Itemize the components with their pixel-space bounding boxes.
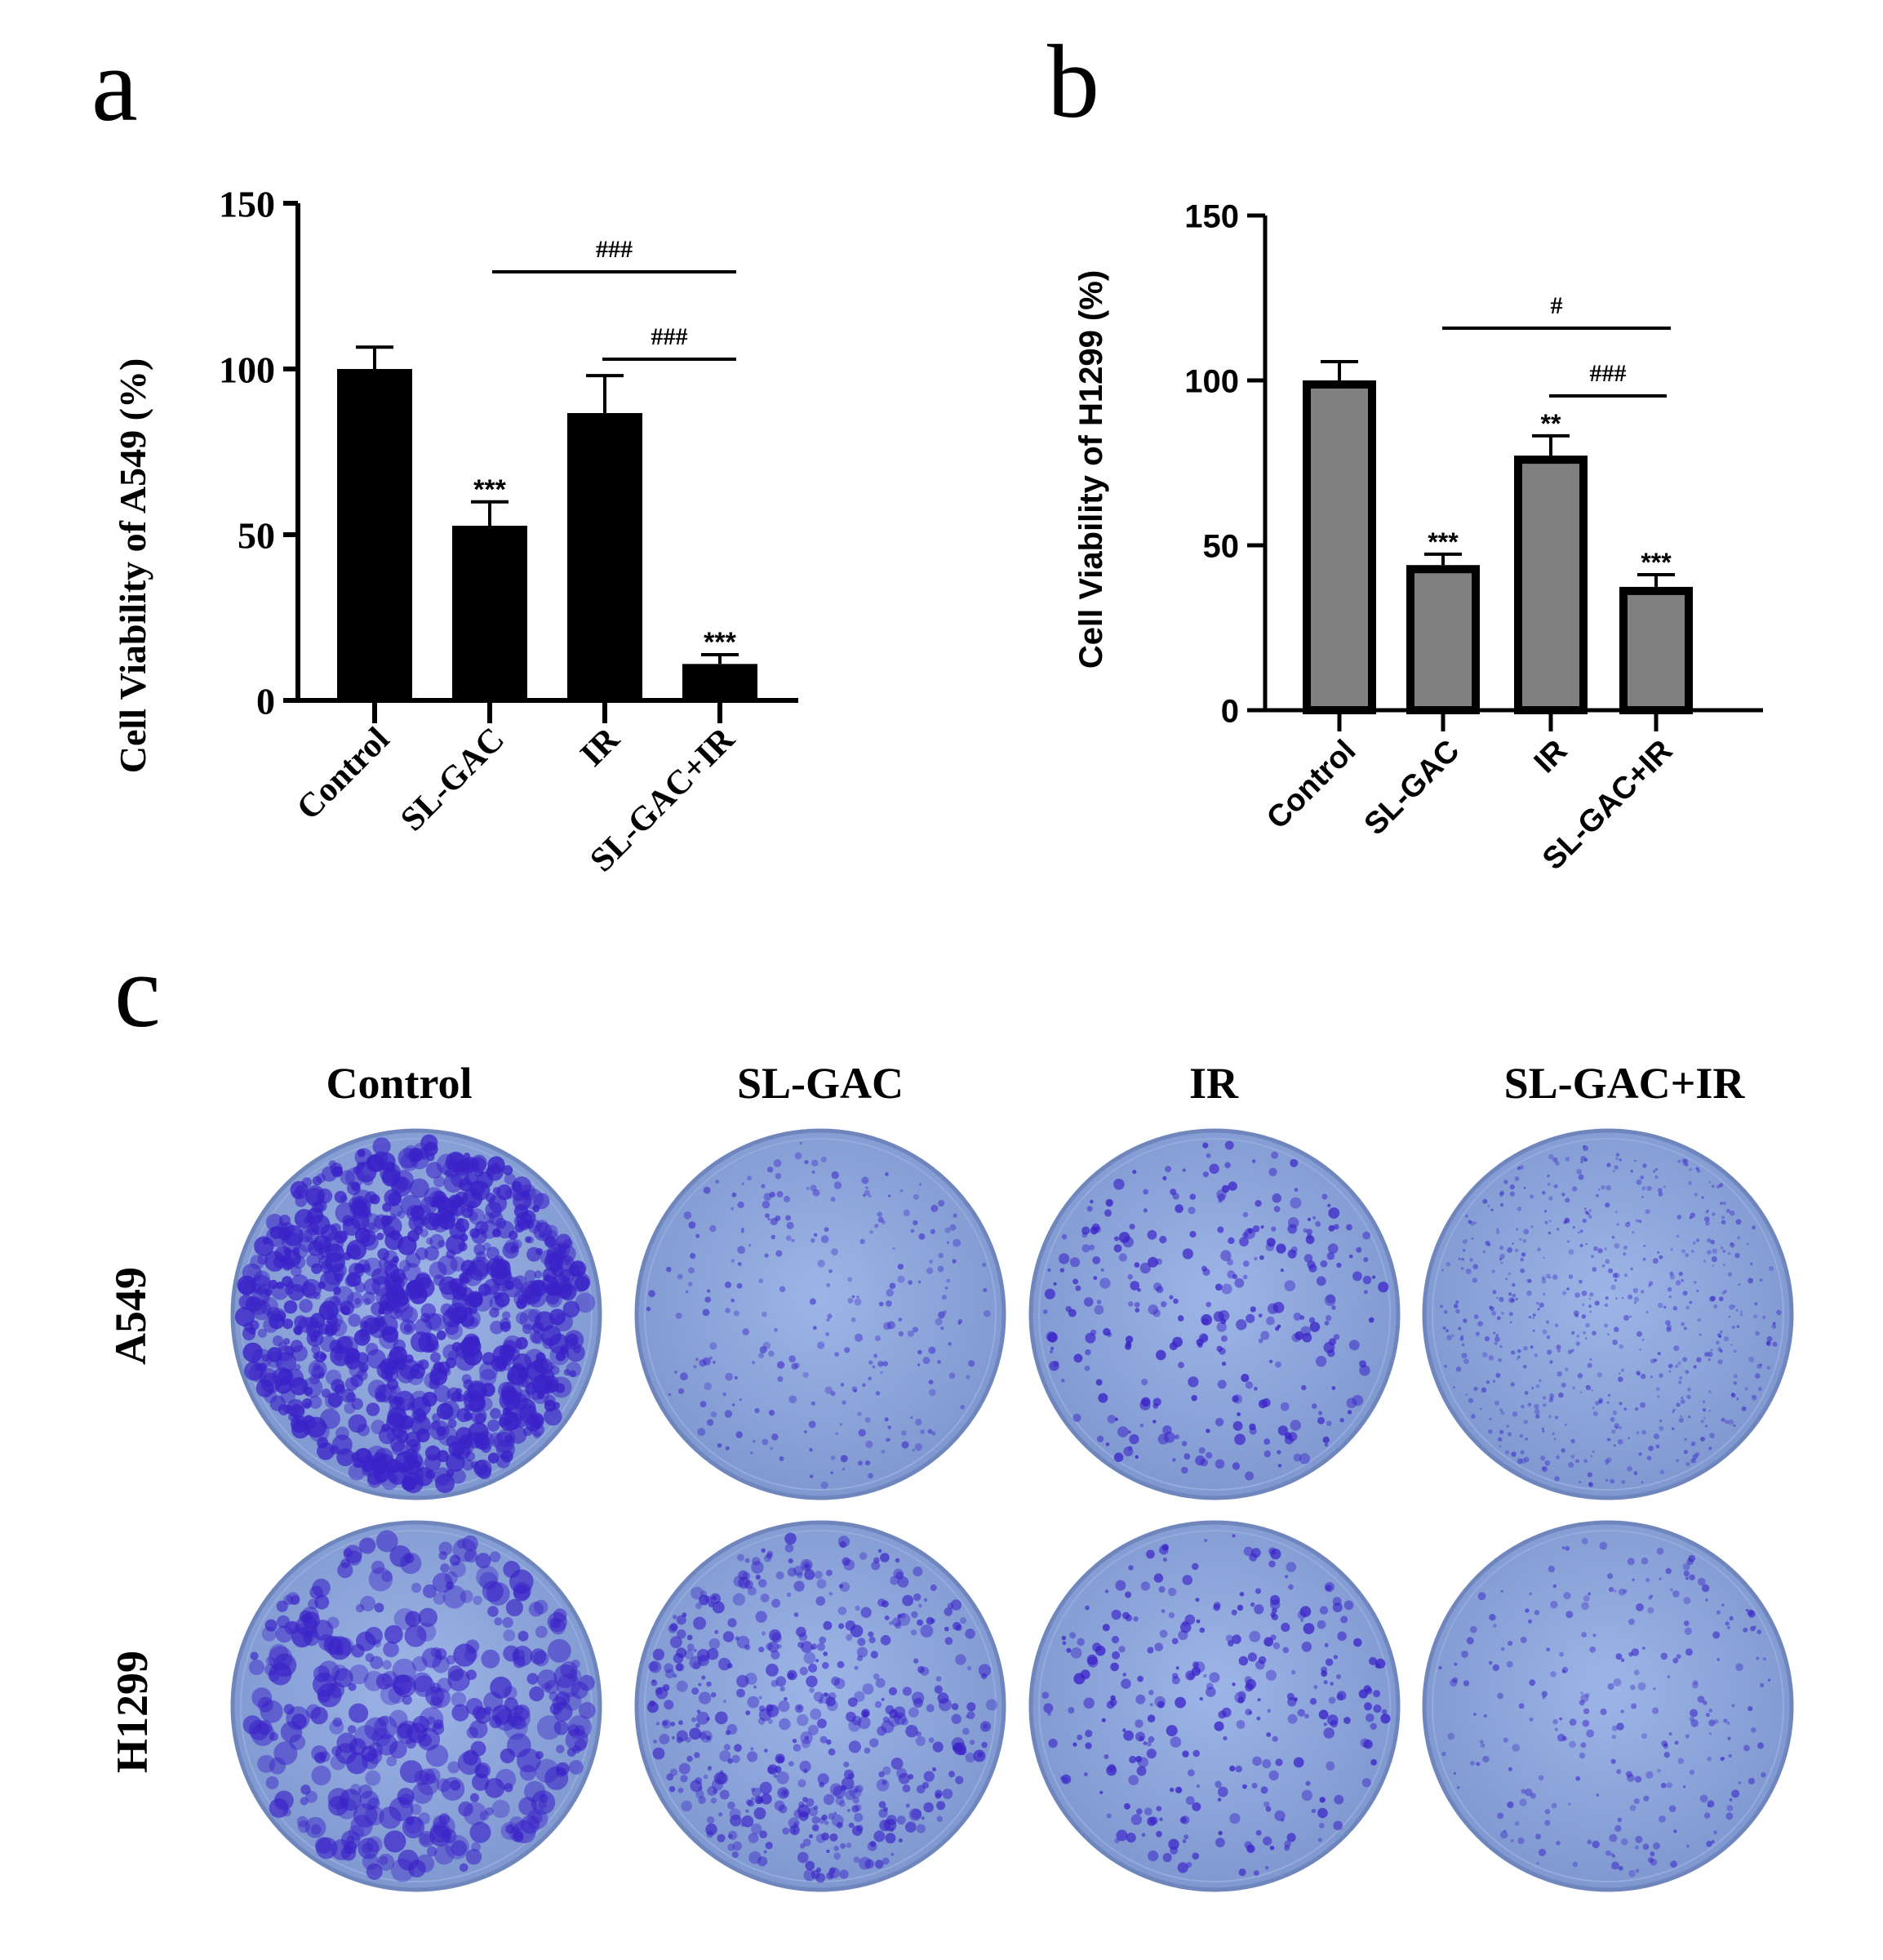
petri-dish — [1028, 1520, 1401, 1892]
bar-rect — [1619, 586, 1693, 714]
bar-control — [1303, 359, 1376, 714]
bar-rect — [1406, 565, 1480, 714]
comparison-label: # — [1551, 292, 1563, 319]
significance-stars: ** — [1541, 409, 1561, 438]
bar-rect — [1303, 380, 1376, 714]
plate-a549-sl-gac-ir — [1422, 1128, 1794, 1500]
comparison-label: ### — [651, 323, 688, 350]
x-tick-label: IR — [1528, 734, 1574, 780]
y-tick-label: 100 — [1184, 363, 1239, 399]
bar-ir — [567, 374, 642, 700]
panel-label-b: b — [1047, 24, 1099, 140]
y-tick-label: 100 — [219, 349, 275, 391]
dish-inner-rim — [1432, 1138, 1784, 1491]
dish-inner-rim — [1038, 1530, 1391, 1882]
y-tick-label: 50 — [1203, 528, 1240, 564]
petri-dish — [1028, 1128, 1401, 1500]
column-header-control: Control — [326, 1059, 473, 1108]
column-header-sl-gac-ir: SL-GAC+IR — [1503, 1059, 1745, 1108]
petri-dish — [1422, 1128, 1794, 1500]
significance-stars: *** — [1428, 527, 1459, 557]
bar-rect — [567, 412, 642, 700]
bar-rect — [682, 664, 757, 700]
y-tick-label: 0 — [256, 681, 275, 722]
chart-b-cell-viability-h1299: 0 50 100 150 Cell Viability of H1299 (%) Cont… — [1073, 198, 1763, 877]
significance-stars: *** — [1641, 548, 1672, 577]
plate-h1299-control — [230, 1520, 602, 1892]
petri-dish — [230, 1128, 602, 1500]
y-tick-label: 50 — [238, 515, 275, 557]
y-tick-label: 0 — [1221, 693, 1239, 729]
significance-stars: *** — [704, 627, 736, 658]
y-tick-label: 150 — [1184, 198, 1239, 234]
dish-inner-rim — [1432, 1530, 1784, 1882]
plate-h1299-sl-gac — [634, 1520, 1006, 1892]
bar-sl-gac — [1406, 552, 1480, 714]
plate-a549-ir — [1028, 1128, 1401, 1500]
plate-h1299-ir — [1028, 1520, 1401, 1892]
row-label-a549: A549 — [106, 1267, 155, 1365]
bar-sl-gac — [452, 500, 527, 700]
y-tick-label: 150 — [219, 184, 275, 225]
x-tick-label: Control — [1260, 734, 1362, 836]
dish-inner-rim — [240, 1138, 593, 1491]
dish-inner-rim — [644, 1138, 997, 1491]
petri-dish — [634, 1128, 1006, 1500]
x-tick-label: SL-GAC — [1358, 734, 1467, 842]
bar-control — [337, 345, 412, 700]
bar-rect — [337, 369, 412, 700]
panel-label-a: a — [91, 27, 138, 143]
y-axis-title: Cell Viability of H1299 (%) — [1073, 270, 1109, 669]
column-header-sl-gac: SL-GAC — [736, 1059, 904, 1108]
dish-inner-rim — [644, 1530, 997, 1882]
significance-stars: *** — [473, 474, 506, 505]
plate-h1299-sl-gac-ir — [1422, 1520, 1794, 1892]
comparison-label: ### — [596, 236, 633, 263]
petri-dish — [634, 1520, 1006, 1892]
petri-dish — [230, 1520, 602, 1892]
bar-sl-gac-ir — [682, 652, 757, 700]
panel-label-c: c — [114, 933, 161, 1049]
petri-dish — [1422, 1520, 1794, 1892]
column-header-ir: IR — [1188, 1059, 1239, 1108]
dish-inner-rim — [240, 1530, 593, 1882]
bar-sl-gac-ir — [1619, 572, 1693, 714]
dish-inner-rim — [1038, 1138, 1391, 1491]
y-axis-title: Cell Viability of A549 (%) — [112, 358, 153, 774]
bar-ir — [1514, 433, 1588, 714]
row-label-h1299: H1299 — [108, 1651, 157, 1774]
plate-a549-control — [230, 1128, 602, 1500]
bar-rect — [452, 526, 527, 700]
plate-a549-sl-gac — [634, 1128, 1006, 1500]
comparison-label: ### — [1590, 360, 1627, 387]
bar-rect — [1514, 456, 1588, 714]
